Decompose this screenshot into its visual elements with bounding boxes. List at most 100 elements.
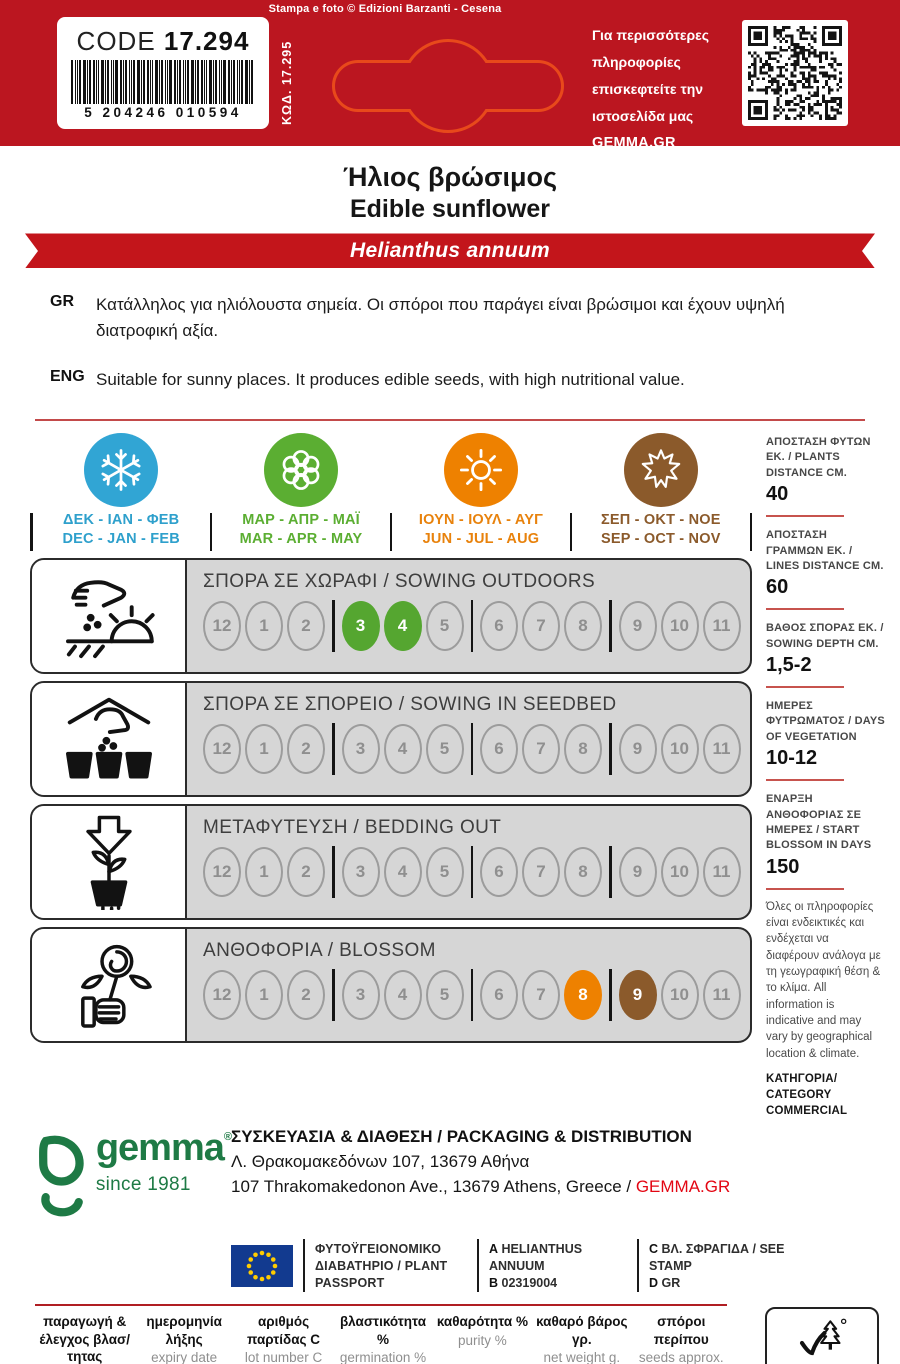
website-link: GEMMA.GR bbox=[635, 1177, 731, 1197]
spec-divider bbox=[766, 887, 844, 890]
month-cell-1: 1 bbox=[245, 846, 283, 897]
month-strip: 12 1 2 3 4 5 6 7 8 9 10 11 bbox=[203, 599, 741, 652]
month-cell-12: 12 bbox=[203, 723, 241, 774]
month-cell-2: 2 bbox=[287, 600, 325, 651]
month-cell-11: 11 bbox=[702, 969, 741, 1020]
latin-name: Helianthus annuum bbox=[350, 238, 550, 262]
month-cell-3: 3 bbox=[341, 969, 380, 1020]
month-cell-9: 9 bbox=[618, 969, 657, 1020]
month-cell-6: 6 bbox=[480, 846, 518, 897]
row-title: ΜΕΤΑΦΥΤΕΥΣΗ / BEDDING OUT bbox=[203, 816, 502, 838]
month-cell-7: 7 bbox=[522, 600, 560, 651]
legend-strip: παραγωγή & έλεγχος βλασ/τηταςproduction … bbox=[35, 1303, 879, 1364]
month-cell-8: 8 bbox=[564, 600, 602, 651]
row-panel: ΜΕΤΑΦΥΤΕΥΣΗ / BEDDING OUT 12 1 2 3 4 5 6 7 8 9 10 1… bbox=[187, 806, 750, 918]
month-group-divider bbox=[332, 599, 335, 652]
flower-icon bbox=[282, 450, 320, 490]
season-autumn: ΣΕΠ - ΟΚΤ - ΝΟΕ SEP - OCT - NOV bbox=[577, 432, 745, 549]
product-code: CODE 17.294 bbox=[77, 26, 250, 57]
month-cell-3: 3 bbox=[341, 600, 380, 651]
side-code-vertical: ΚΩΔ. 17.295 bbox=[280, 40, 294, 125]
month-group-divider bbox=[470, 722, 473, 775]
month-group-divider bbox=[470, 599, 473, 652]
snowflake-icon bbox=[101, 449, 141, 491]
info-line: επισκεφτείτε την bbox=[592, 80, 704, 97]
bedding-out-icon bbox=[32, 805, 187, 918]
month-cell-4: 4 bbox=[383, 846, 422, 897]
month-cell-10: 10 bbox=[660, 723, 699, 774]
description-gr: GR Κατάλληλος για ηλιόλουστα σημεία. Οι … bbox=[50, 292, 854, 343]
row-sowing-outdoors: ΣΠΟΡΑ ΣΕ ΧΩΡΑΦΙ / SOWING OUTDOORS 12 1 2 3 4… bbox=[30, 557, 752, 674]
season-summer: ΙΟΥΝ - ΙΟΥΛ - ΑΥΓ JUN - JUL - AUG bbox=[397, 432, 565, 549]
lang-label-eng: ENG bbox=[50, 368, 85, 386]
month-cell-12: 12 bbox=[203, 846, 241, 897]
sowing-seedbed-icon bbox=[32, 682, 187, 795]
footer: gemma® since 1981 ΣΥΣΚΕΥΑΣΙΑ & ΔΙΑΘΕΣΗ /… bbox=[35, 1125, 879, 1364]
month-cell-8: 8 bbox=[564, 846, 602, 897]
group-divider bbox=[389, 512, 393, 551]
fsc-tree-icon bbox=[799, 1318, 847, 1356]
spec-divider bbox=[766, 608, 844, 611]
month-cell-9: 9 bbox=[618, 600, 657, 651]
month-cell-10: 10 bbox=[660, 969, 699, 1020]
distribution-info: ΣΥΣΚΕΥΑΣΙΑ & ΔΙΑΘΕΣΗ / PACKAGING & DISTR… bbox=[231, 1125, 730, 1229]
month-cell-9: 9 bbox=[618, 723, 657, 774]
winter-circle bbox=[84, 432, 159, 507]
month-cell-5: 5 bbox=[425, 846, 464, 897]
edge-tick bbox=[749, 512, 752, 551]
code-value: 17.294 bbox=[163, 26, 250, 56]
description-text-eng: Suitable for sunny places. It produces e… bbox=[96, 370, 685, 390]
passport-divider bbox=[477, 1239, 479, 1292]
title-english: Edible sunflower bbox=[349, 194, 551, 223]
brand-since: since 1981 bbox=[95, 1174, 191, 1196]
passport-stamp-country: C ΒΛ. ΣΦΡΑΓΙΔΑ / SEE STAMP D GR bbox=[649, 1242, 785, 1291]
month-cell-10: 10 bbox=[660, 846, 699, 897]
header-banner: Stampa e foto © Edizioni Barzanti - Cese… bbox=[0, 0, 900, 151]
legend-seeds-approx: σπόροι περίπου seeds approx. bbox=[638, 1313, 724, 1364]
month-cell-3: 3 bbox=[341, 723, 380, 774]
disclaimer-note: Όλες οι πληροφορίες είναι ενδεικτικές κα… bbox=[766, 900, 881, 1060]
spec-start-blossom: ΕΝΑΡΞΗ ΑΝΘΟΦΟΡΙΑΣ ΣΕ ΗΜΕΡΕΣ / START BLOS… bbox=[766, 793, 872, 878]
eu-flag-icon bbox=[231, 1244, 293, 1287]
month-cell-8: 8 bbox=[564, 969, 602, 1020]
month-cell-7: 7 bbox=[522, 969, 560, 1020]
row-bedding-out: ΜΕΤΑΦΥΤΕΥΣΗ / BEDDING OUT 12 1 2 3 4 5 6 7 8 9 10 1… bbox=[30, 803, 752, 920]
month-strip: 12 1 2 3 4 5 6 7 8 9 10 11 bbox=[203, 722, 741, 775]
row-title: ΣΠΟΡΑ ΣΕ ΧΩΡΑΦΙ / SOWING OUTDOORS bbox=[203, 570, 596, 592]
website-info: Για περισσότερες πληροφορίες επισκεφτείτ… bbox=[592, 22, 709, 157]
spec-lines-distance: ΑΠΟΣΤΑΣΗ ΓΡΑΜΜΩΝ ΕΚ. / LINES DISTANCE CM… bbox=[766, 529, 884, 599]
barcode-digits: 5 204246 010594 bbox=[84, 105, 242, 120]
section-divider bbox=[35, 418, 865, 421]
spec-divider bbox=[766, 686, 844, 689]
edge-tick bbox=[30, 512, 33, 551]
month-cell-2: 2 bbox=[287, 723, 325, 774]
latin-name-ribbon: Helianthus annuum bbox=[25, 233, 875, 268]
row-blossom: ΑΝΘΟΦΟΡΙΑ / BLOSSOM 12 1 2 3 4 5 6 7 8 9 10 11 bbox=[30, 926, 752, 1043]
summer-circle bbox=[443, 432, 518, 507]
month-cell-11: 11 bbox=[702, 846, 741, 897]
autumn-circle bbox=[623, 432, 698, 507]
month-cell-4: 4 bbox=[383, 723, 422, 774]
passport-title: ΦΥΤΟΫΓΕΙΟΝΟΜΙΚΟ ΔΙΑΒΑΤΗΡΙΟ / PLANT PASSP… bbox=[315, 1242, 448, 1291]
seasons-row: ΔΕΚ - ΙΑΝ - ΦΕΒ DEC - JAN - FEB bbox=[30, 432, 752, 553]
month-group-divider bbox=[609, 722, 612, 775]
month-group-divider bbox=[609, 599, 612, 652]
row-panel: ΣΠΟΡΑ ΣΕ ΧΩΡΑΦΙ / SOWING OUTDOORS 12 1 2 3 4… bbox=[187, 560, 750, 672]
month-cell-12: 12 bbox=[203, 969, 241, 1020]
month-group-divider bbox=[470, 968, 473, 1021]
month-cell-6: 6 bbox=[480, 969, 518, 1020]
print-credit: Stampa e foto © Edizioni Barzanti - Cese… bbox=[268, 3, 502, 15]
row-title: ΑΝΘΟΦΟΡΙΑ / BLOSSOM bbox=[203, 939, 436, 961]
address-greek: Λ. Θρακομακεδόνων 107, 13679 Αθήνα bbox=[231, 1152, 530, 1172]
month-cell-2: 2 bbox=[287, 846, 325, 897]
month-cell-1: 1 bbox=[245, 600, 283, 651]
month-cell-4: 4 bbox=[383, 600, 422, 651]
month-group-divider bbox=[609, 968, 612, 1021]
month-cell-11: 11 bbox=[702, 600, 741, 651]
hang-tab-outline-icon bbox=[332, 39, 564, 133]
month-group-divider bbox=[609, 845, 612, 898]
winter-months: ΔΕΚ - ΙΑΝ - ΦΕΒ DEC - JAN - FEB bbox=[62, 511, 180, 548]
lang-label-gr: GR bbox=[50, 293, 74, 311]
